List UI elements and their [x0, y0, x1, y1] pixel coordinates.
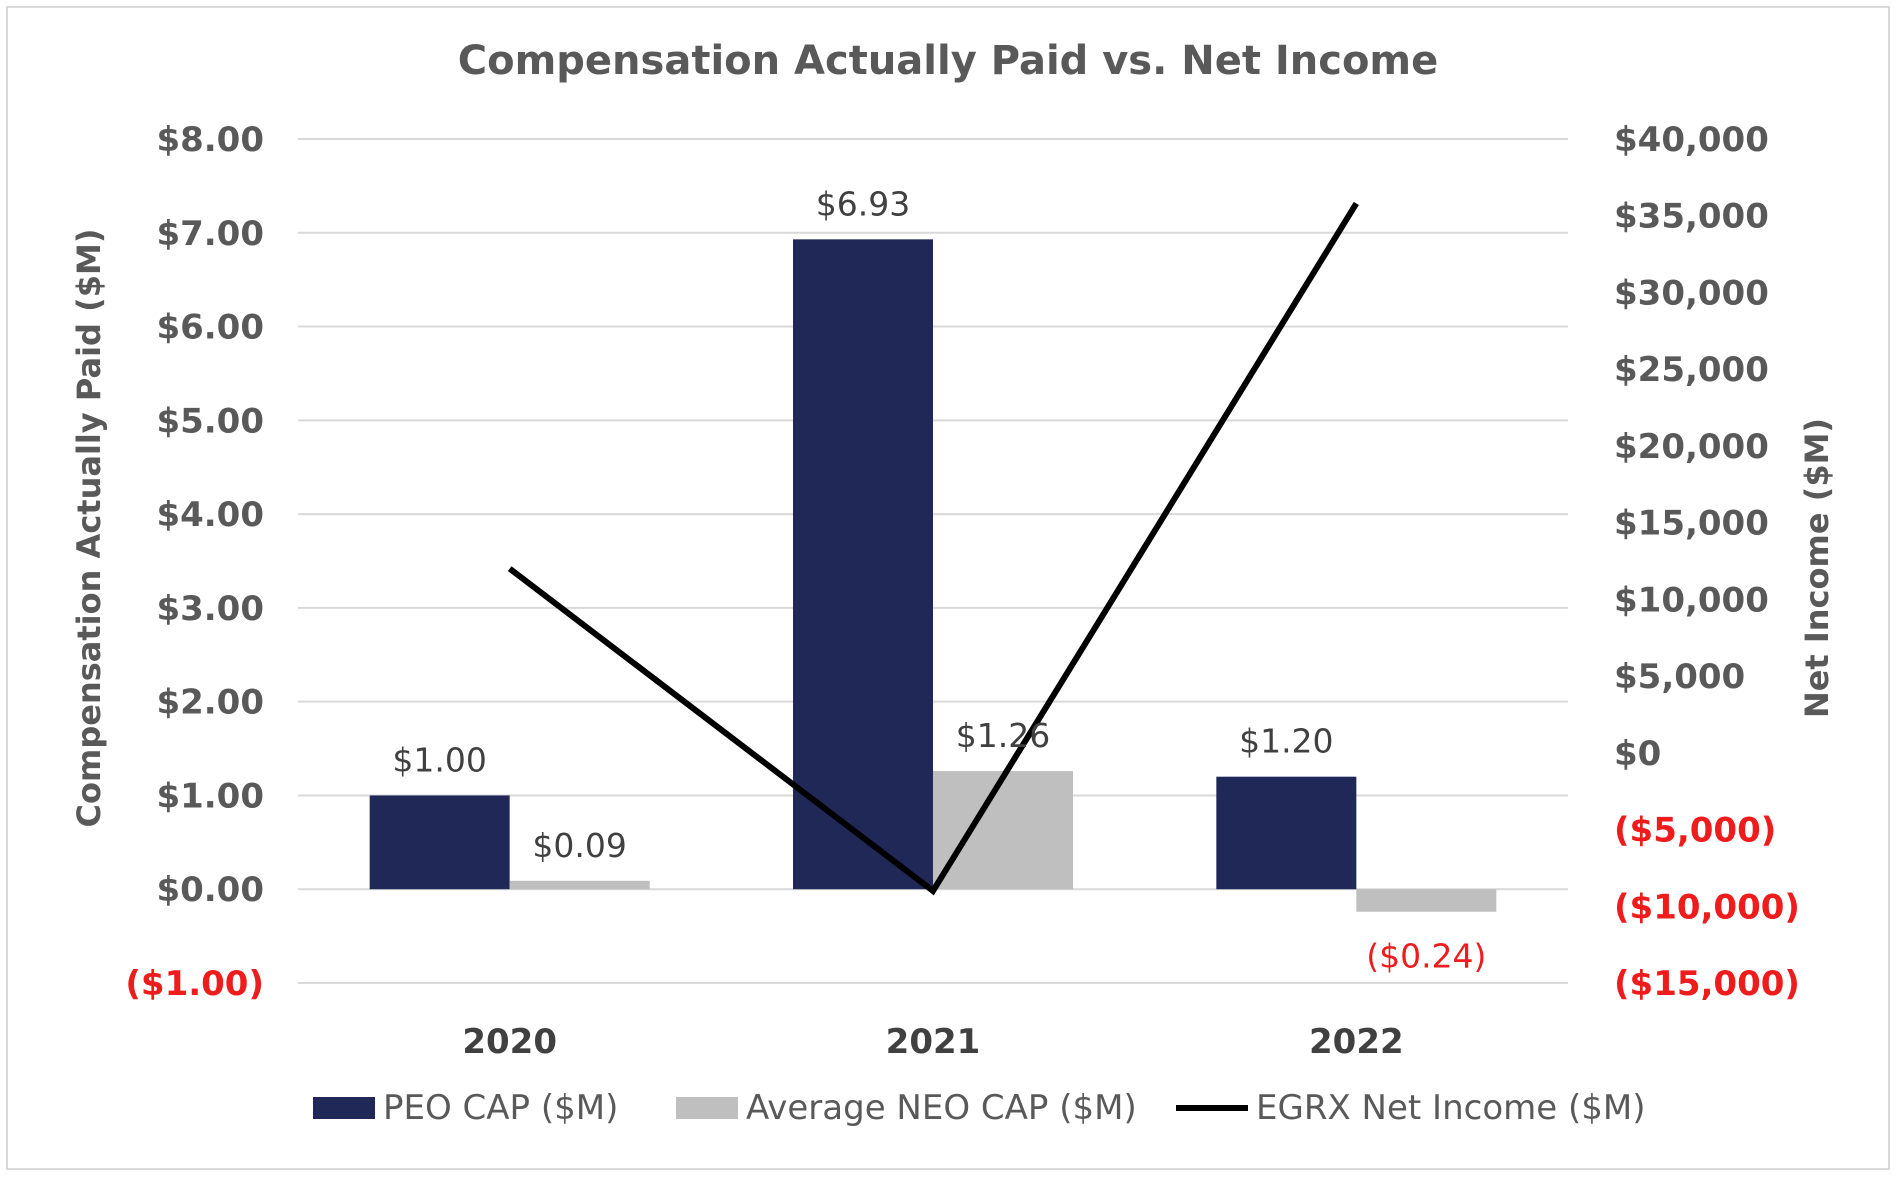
y-tick-label: $2.00: [156, 683, 264, 723]
y2-tick-label: ($5,000): [1614, 811, 1776, 851]
chart-text: Compensation Actually Paid vs. Net Incom…: [70, 38, 1836, 1062]
y-tick-label: $8.00: [156, 120, 264, 160]
data-label: ($0.24): [1366, 937, 1486, 976]
x-tick-label: 2020: [462, 1022, 557, 1062]
legend-label: EGRX Net Income ($M): [1256, 1088, 1645, 1128]
y-tick-label: $4.00: [156, 495, 264, 535]
y2-tick-label: $15,000: [1614, 504, 1769, 544]
y2-axis-title: Net Income ($M): [1798, 418, 1836, 718]
legend-swatch: [676, 1097, 738, 1119]
x-tick-label: 2021: [886, 1022, 981, 1062]
y-tick-label: $7.00: [156, 214, 264, 254]
bar: [933, 771, 1073, 890]
legend-label: Average NEO CAP ($M): [746, 1088, 1137, 1128]
x-tick-label: 2022: [1309, 1022, 1404, 1062]
bar: [1216, 776, 1357, 890]
bar: [793, 239, 933, 890]
y2-tick-label: $0: [1614, 734, 1661, 774]
y2-tick-label: $40,000: [1614, 120, 1769, 160]
net-income-line: [507, 201, 1359, 896]
y2-tick-label: $20,000: [1614, 427, 1769, 467]
net-income-line-layer: [507, 201, 1359, 896]
bar: [1356, 889, 1497, 912]
data-label: $1.26: [956, 716, 1050, 755]
chart-frame: Compensation Actually Paid vs. Net Incom…: [6, 6, 1890, 1170]
y2-tick-label: ($10,000): [1614, 887, 1800, 927]
bar: [369, 795, 510, 890]
legend: PEO CAP ($M) Average NEO CAP ($M) EGRX Net…: [313, 1088, 1645, 1128]
y-tick-label: $6.00: [156, 308, 264, 348]
y2-tick-label: $30,000: [1614, 273, 1769, 313]
y-tick-label: $5.00: [156, 401, 264, 441]
y-tick-label: $3.00: [156, 589, 264, 629]
chart-title: Compensation Actually Paid vs. Net Incom…: [458, 38, 1438, 84]
data-label: $0.09: [532, 826, 626, 865]
y-tick-label: $0.00: [156, 870, 264, 910]
y2-tick-label: $35,000: [1614, 197, 1769, 237]
data-label: $6.93: [816, 184, 910, 223]
y-axis-title: Compensation Actually Paid ($M): [70, 229, 108, 828]
y-tick-label: ($1.00): [125, 964, 264, 1004]
y2-tick-label: ($15,000): [1614, 964, 1800, 1004]
y2-tick-label: $25,000: [1614, 350, 1769, 390]
y-tick-label: $1.00: [156, 776, 264, 816]
legend-swatch: [313, 1097, 375, 1119]
data-label: $1.20: [1239, 722, 1333, 761]
legend-label: PEO CAP ($M): [383, 1088, 618, 1128]
bar: [509, 880, 650, 890]
bars: [369, 239, 1497, 912]
y2-tick-label: $10,000: [1614, 580, 1769, 620]
data-label: $1.00: [392, 740, 486, 779]
chart-svg: Compensation Actually Paid vs. Net Incom…: [70, 38, 1836, 1128]
y2-tick-label: $5,000: [1614, 657, 1745, 697]
